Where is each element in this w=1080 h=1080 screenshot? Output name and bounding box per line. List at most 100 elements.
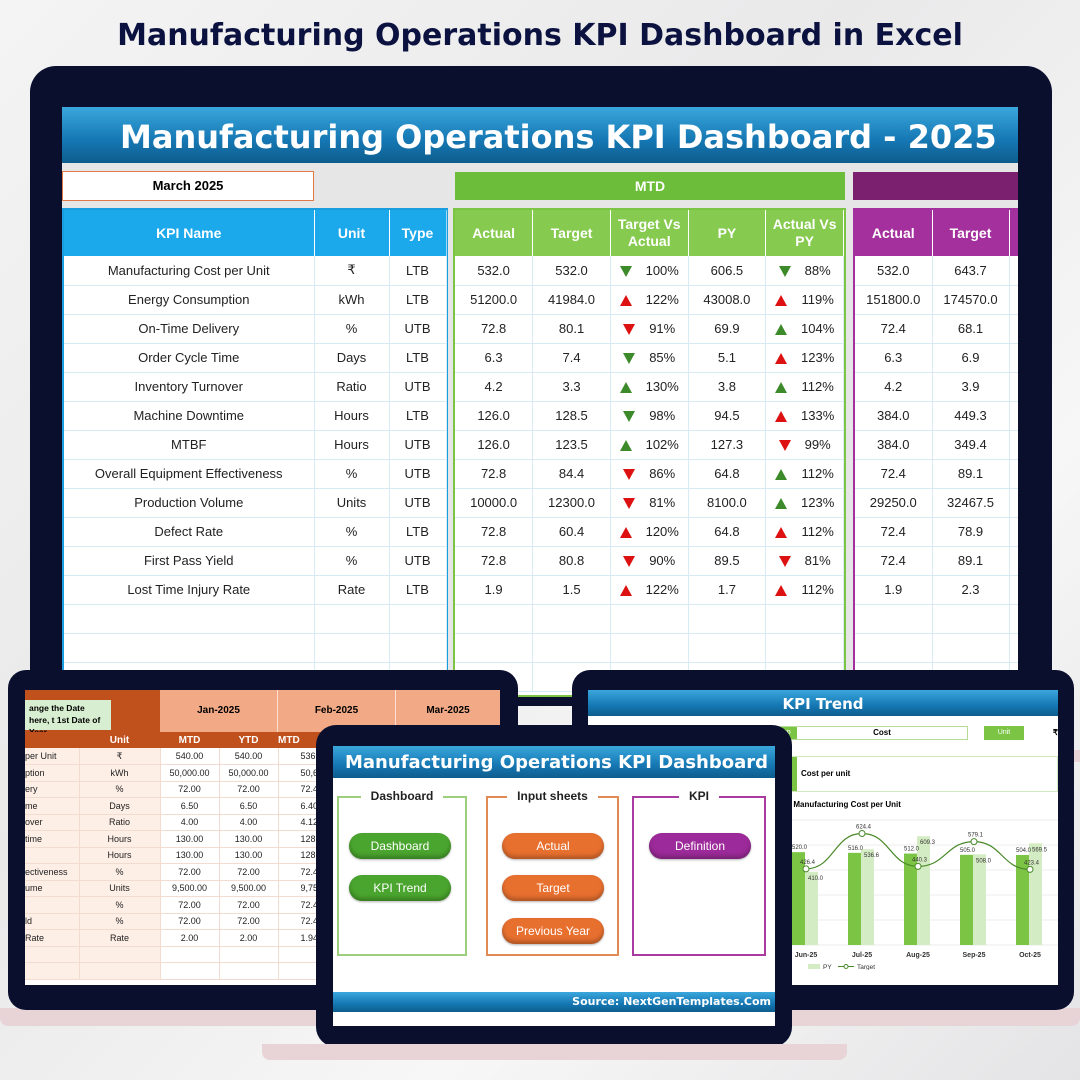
input-cell: ₹ [79,748,161,765]
mtd-py: 89.5 [688,546,767,576]
dashboard-banner: Manufacturing Operations KPI Dashboard -… [62,107,1018,163]
ytd-actual: 6.3 [855,343,933,373]
arrow-up-icon [775,382,788,394]
laptop-base-left [0,1008,330,1026]
mtd-actual: 72.8 [455,314,534,344]
col-py: PY [688,210,767,256]
mtd-py: 606.5 [688,256,767,286]
kpi-trend-button[interactable]: KPI Trend [349,875,451,901]
month-selector[interactable]: March 2025 [62,171,314,201]
kpi-row: 6.3 7.4 85% 5.1 123% [455,343,844,373]
kpi-row: 532.0 532.0 100% 606.5 88% [455,256,844,286]
actual-label: 516.0 [848,846,864,852]
target-button[interactable]: Target [502,875,604,901]
avpy-cell: 133% [765,401,844,431]
tva-value: 90% [649,553,676,568]
kpi-row [455,604,844,634]
avpy-value: 123% [801,350,835,365]
ytd-actual: 1.9 [855,575,933,605]
kpi-row: 72.4 78.9 [855,517,1018,547]
empty-cell [314,604,390,634]
input-cell: 4.00 [160,814,220,831]
actual-bar [960,854,973,945]
input-cell: 72.00 [160,781,220,798]
mtd-target: 1.5 [532,575,611,605]
empty-cell [455,604,534,634]
empty-cell [64,604,315,634]
input-group: Input sheets [486,789,619,956]
ytd-panel: Actual Target 532.0 643.7 151800.0 174570.0 7… [853,208,1018,697]
avpy-value: 112% [801,582,834,597]
actual-button[interactable]: Actual [502,833,604,859]
month-feb: Feb-2025 [278,690,396,732]
kpi-type: UTB [389,488,447,518]
arrow-up-icon [775,295,788,307]
kpi-row: 72.8 80.1 91% 69.9 104% [455,314,844,344]
col-target-vs-actual: Target Vs Actual [610,210,689,256]
empty-cell [610,604,689,634]
kpi-row: Manufacturing Cost per Unit ₹ LTB [64,256,447,286]
x-tick-label: Aug-25 [906,952,930,959]
kpi-row: 72.4 89.1 [855,546,1018,576]
kpi-row: 1.9 2.3 [855,575,1018,605]
month-jan: Jan-2025 [160,690,278,732]
mtd-py: 64.8 [688,459,767,489]
kpi-info-panel: KPI Name Unit Type Manufacturing Cost per … [62,208,448,697]
empty-cell [688,604,767,634]
ytd-target: 32467.5 [932,488,1010,518]
input-cell: Units [79,880,161,897]
tva-value: 120% [645,524,679,539]
ytd-more [1009,343,1018,373]
input-cell: 50,000.00 [160,764,220,782]
kpi-unit: Units [314,488,390,518]
dashboard-button[interactable]: Dashboard [349,833,451,859]
group-selector[interactable]: oup Cost [778,726,968,740]
col-mtd-2: MTD [278,734,300,746]
col-ytd-target: Target [932,210,1010,256]
avpy-cell: 88% [765,256,844,286]
kpi-unit: % [314,546,390,576]
kpi-row: 151800.0 174570.0 [855,285,1018,315]
definition-button[interactable]: Definition [649,833,751,859]
avpy-value: 112% [801,379,834,394]
col-ytd: YTD [238,734,259,746]
tva-value: 122% [645,292,679,307]
ytd-actual: 72.4 [855,517,933,547]
input-group-label: Input sheets [507,789,598,803]
ytd-target: 89.1 [932,459,1010,489]
ytd-actual: 4.2 [855,372,933,402]
kpi-row: 72.4 68.1 [855,314,1018,344]
input-cell [160,962,220,980]
py-label: 508.0 [976,858,992,864]
ytd-more [1009,459,1018,489]
mtd-actual: 126.0 [455,401,534,431]
ytd-target: 68.1 [932,314,1010,344]
input-cell: 72.00 [219,863,279,881]
empty-cell [688,633,767,663]
col-type: Type [389,210,447,256]
input-cell: over [25,814,80,831]
py-label: 536.6 [864,853,880,859]
avpy-value: 99% [804,437,831,452]
mtd-target: 123.5 [532,430,611,460]
avpy-cell: 112% [765,517,844,547]
py-bar [805,871,818,945]
py-label: 410.0 [808,876,824,882]
mtd-header: MTD [455,172,845,200]
input-cell: 540.00 [219,748,279,765]
mtd-actual: 72.8 [455,546,534,576]
previous-year-button[interactable]: Previous Year [502,918,604,944]
tablet-base [262,1044,847,1060]
arrow-up-icon [619,382,632,394]
py-bar [973,854,986,945]
kpi-row: 4.2 3.3 130% 3.8 112% [455,372,844,402]
avpy-value: 112% [801,524,834,539]
kpi-row: 72.8 84.4 86% 64.8 112% [455,459,844,489]
arrow-down-icon [623,353,636,365]
actual-label: 520.0 [792,845,808,851]
ytd-actual: 72.4 [855,314,933,344]
kpi-row: On-Time Delivery% UTB [64,314,447,344]
py-label: 569.5 [1032,847,1048,853]
unit-label: Unit [984,726,1024,740]
input-cell [79,962,161,980]
